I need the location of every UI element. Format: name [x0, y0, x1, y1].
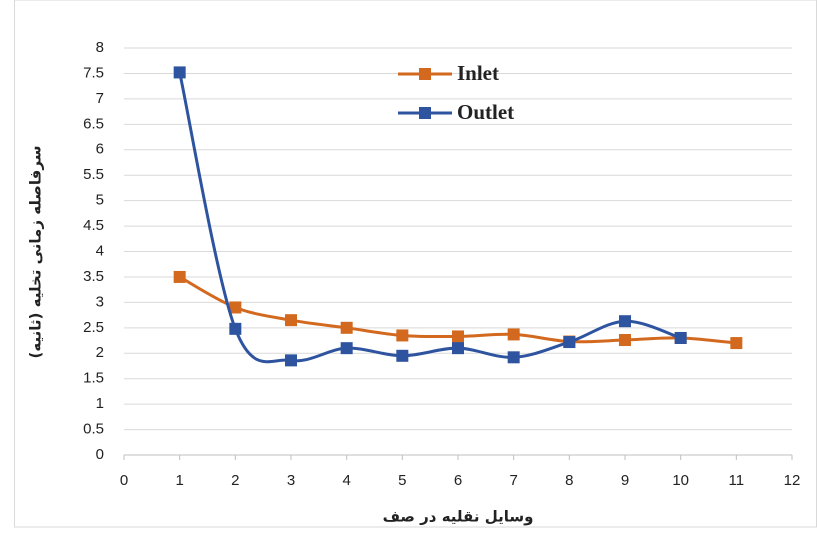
y-tick-label: 1.5 [83, 370, 104, 387]
legend-text: Inlet [457, 61, 499, 85]
y-tick-label: 7 [96, 90, 104, 107]
x-tick-label: 10 [672, 472, 689, 489]
y-tick-label: 2.5 [83, 319, 104, 336]
y-tick-label: 2 [96, 344, 104, 361]
legend-marker [419, 68, 431, 80]
point-marker [396, 349, 409, 362]
point-marker [340, 342, 353, 355]
point-marker [452, 330, 464, 343]
point-marker [674, 331, 687, 344]
point-marker [619, 334, 631, 347]
y-tick-label: 0 [96, 446, 104, 463]
y-tick-label: 4.5 [83, 217, 104, 234]
point-marker [452, 342, 464, 355]
y-tick-label: 5.5 [83, 166, 104, 183]
point-marker [285, 314, 297, 327]
x-tick-label: 9 [621, 472, 629, 489]
y-tick-label: 0.5 [83, 421, 104, 438]
point-marker [229, 301, 242, 314]
x-tick-label: 0 [120, 472, 128, 489]
legend-marker [419, 107, 431, 119]
y-tick-label: 3.5 [83, 268, 104, 285]
y-tick-label: 1 [96, 395, 104, 412]
y-tick-label: 8 [96, 39, 104, 56]
x-tick-label: 1 [175, 472, 183, 489]
x-tick-label: 5 [398, 472, 406, 489]
y-tick-label: 7.5 [83, 64, 104, 81]
y-tick-label: 5 [96, 192, 104, 209]
y-tick-label: 6.5 [83, 115, 104, 132]
y-tick-label: 3 [96, 293, 104, 310]
x-tick-label: 3 [287, 472, 295, 489]
y-axis-title: سرفاصله زمانی تخلیه (ثانیه) [27, 146, 45, 359]
point-marker [507, 351, 520, 364]
point-marker [285, 354, 297, 367]
point-marker [563, 336, 576, 349]
x-axis-title: وسایل نقلیه در صف [383, 508, 534, 526]
x-tick-label: 11 [729, 472, 745, 489]
y-tick-label: 4 [96, 242, 104, 259]
chart-frame [14, 0, 817, 528]
point-marker [173, 270, 186, 283]
point-marker [730, 337, 743, 350]
x-tick-label: 6 [454, 472, 462, 489]
point-marker [340, 321, 353, 334]
point-marker [396, 329, 409, 342]
x-tick-label: 12 [784, 472, 801, 489]
point-marker [229, 322, 242, 335]
y-tick-label: 6 [96, 141, 104, 158]
legend-text: Outlet [457, 100, 514, 124]
point-marker [173, 66, 186, 79]
x-tick-label: 8 [565, 472, 573, 489]
x-tick-label: 7 [509, 472, 517, 489]
x-tick-label: 4 [342, 472, 350, 489]
point-marker [507, 328, 520, 341]
point-marker [619, 315, 631, 328]
x-tick-label: 2 [231, 472, 239, 489]
